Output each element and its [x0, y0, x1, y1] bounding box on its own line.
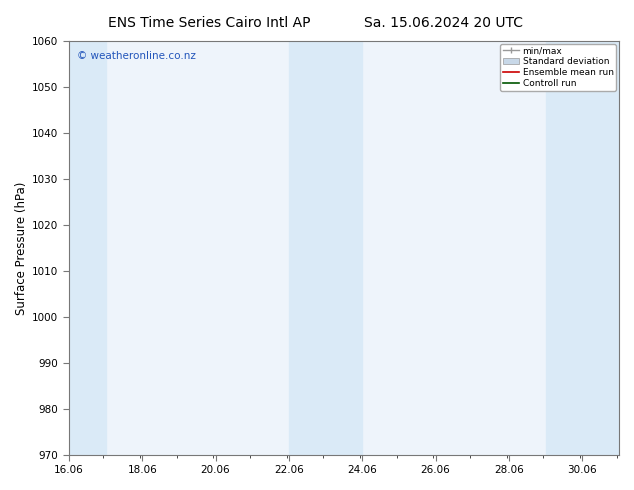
Legend: min/max, Standard deviation, Ensemble mean run, Controll run: min/max, Standard deviation, Ensemble me… — [500, 44, 616, 91]
Text: © weatheronline.co.nz: © weatheronline.co.nz — [77, 51, 196, 61]
Bar — [69, 41, 105, 455]
Bar — [289, 41, 362, 455]
Text: ENS Time Series Cairo Intl AP: ENS Time Series Cairo Intl AP — [108, 16, 311, 30]
Y-axis label: Surface Pressure (hPa): Surface Pressure (hPa) — [15, 181, 28, 315]
Text: Sa. 15.06.2024 20 UTC: Sa. 15.06.2024 20 UTC — [365, 16, 523, 30]
Bar — [546, 41, 619, 455]
